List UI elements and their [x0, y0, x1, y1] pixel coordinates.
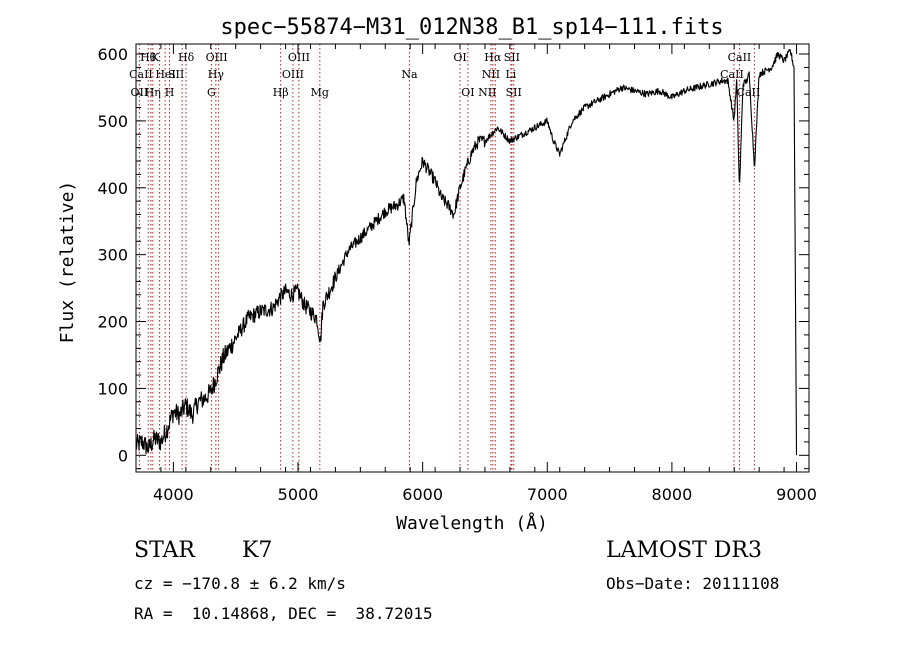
- x-tick-label: 9000: [776, 485, 817, 504]
- spectrum-point: [754, 167, 755, 168]
- spectral-line-label-SII-6716: SII: [504, 51, 520, 64]
- redshift-value: cz = −170.8 ± 6.2 km/s: [134, 574, 346, 593]
- y-tick-labels: 0 100 200 300 400 500 600: [97, 45, 128, 465]
- x-axis-label: Wavelength (Å): [396, 512, 548, 534]
- chart-title: spec−55874−M31_012N38_B1_sp14−111.fits: [220, 15, 723, 40]
- spectral-line-label-HeI: HeI: [155, 68, 175, 81]
- spectral-line-label-H-alpha: Hα: [484, 51, 502, 64]
- spectral-line-label-G-band: G: [207, 86, 216, 99]
- spectral-line-label-H-eta: Hη: [145, 86, 161, 99]
- spectral-line-label-OI-6300: OI: [453, 51, 466, 64]
- spectrum-point: [733, 120, 734, 121]
- coordinates: RA = 10.14868, DEC = 38.72015: [134, 604, 433, 623]
- spectrum-point: [739, 191, 740, 192]
- spectral-line-label-SII-blue: SII: [168, 68, 184, 81]
- y-tick-label: 200: [97, 313, 128, 332]
- x-tick-labels: 4000 5000 6000 7000 8000 9000: [153, 485, 817, 504]
- spectrum-point: [584, 107, 585, 108]
- spectral-line-label-OIII-4959: OIII: [282, 68, 304, 81]
- spectral-line-label-H-beta: Hβ: [273, 86, 289, 99]
- spectrum-point: [248, 318, 249, 319]
- object-class: STAR: [134, 538, 195, 563]
- x-tick-label: 4000: [153, 485, 194, 504]
- y-tick-label: 300: [97, 246, 128, 265]
- y-tick-label: 400: [97, 179, 128, 198]
- spectral-line-label-Mg: Mg: [311, 86, 329, 99]
- spectrum-line: [135, 48, 798, 456]
- spectral-line-label-SII-6731: SII: [506, 86, 522, 99]
- plot-frame: [135, 43, 810, 473]
- axis-ticks-layer: [135, 44, 810, 472]
- spectral-lines-layer: [138, 44, 755, 472]
- spectral-line-label-CaII-K: K: [151, 51, 160, 64]
- x-tick-label: 7000: [527, 485, 568, 504]
- survey-name: LAMOST DR3: [606, 538, 762, 563]
- x-tick-label: 8000: [652, 485, 693, 504]
- spectral-line-labels-layer: HθOIICaIIHηKHeIHSIIHδGHγOIIIHβOIIIOIIIMg…: [129, 51, 760, 99]
- spectral-line-label-OII: OII: [131, 86, 149, 99]
- spectral-line-label-CaII-8542: CaII: [728, 51, 752, 64]
- spectral-line-label-CaII-8498: CaII: [720, 68, 744, 81]
- spectrum-series-layer: [135, 48, 798, 456]
- y-axis-label: Flux (relative): [57, 181, 78, 344]
- spectral-line-label-Na: Na: [401, 68, 418, 81]
- spectral-line-label-H-delta: Hδ: [178, 51, 195, 64]
- spectral-line-label-CaII-H: H: [165, 86, 175, 99]
- spectral-subclass: K7: [242, 538, 273, 563]
- spectral-line-label-OI-6363: OI: [461, 86, 474, 99]
- y-tick-label: 500: [97, 112, 128, 131]
- spectral-line-label-NII-6583: NII: [478, 86, 496, 99]
- spectral-line-label-CaII-8662: CaII: [737, 86, 761, 99]
- observation-date: Obs−Date: 20111108: [606, 574, 780, 593]
- spectral-line-label-CaII-H2: CaII: [129, 68, 153, 81]
- spectral-line-label-OIII-5007: OIII: [288, 51, 310, 64]
- spectral-line-label-NII-6548: NII: [482, 68, 500, 81]
- x-tick-label: 6000: [402, 485, 443, 504]
- spectral-line-label-OIII-4363: OIII: [206, 51, 228, 64]
- y-tick-label: 600: [97, 45, 128, 64]
- y-tick-label: 100: [97, 379, 128, 398]
- spectral-line-label-H-gamma: Hγ: [208, 68, 225, 81]
- spectral-line-label-Li: Li: [505, 68, 516, 81]
- x-tick-label: 5000: [278, 485, 319, 504]
- y-tick-label: 0: [118, 446, 128, 465]
